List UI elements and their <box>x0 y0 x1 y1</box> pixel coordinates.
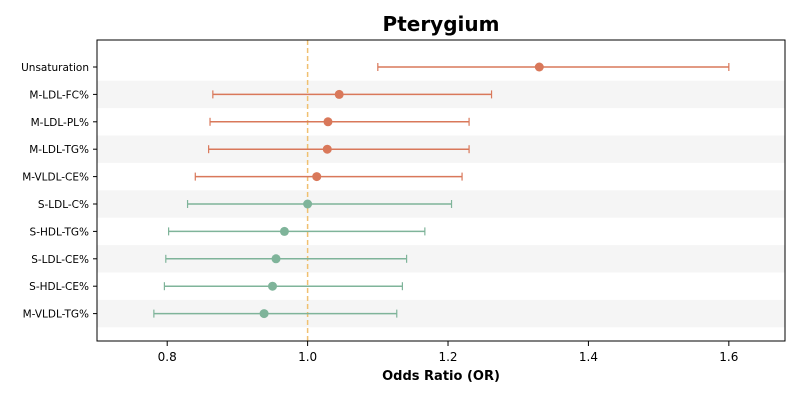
or-point <box>268 281 278 291</box>
y-tick-label: S-LDL-C% <box>38 199 89 211</box>
chart-title: Pterygium <box>383 12 500 36</box>
or-point <box>271 254 281 264</box>
x-tick-label: 0.8 <box>158 350 177 364</box>
or-point <box>303 199 313 209</box>
x-tick-label: 1.6 <box>719 350 738 364</box>
y-axis: Unsaturation M-LDL-FC% M-LDL-PL% M-LDL-TG% M… <box>21 62 97 321</box>
y-tick-label: S-HDL-TG% <box>30 226 89 238</box>
y-tick-label: M-VLDL-TG% <box>23 309 89 321</box>
or-point <box>279 226 289 236</box>
y-tick-label: M-VLDL-CE% <box>22 172 89 184</box>
or-point <box>534 62 544 72</box>
x-axis-label: Odds Ratio (OR) <box>382 369 500 384</box>
x-axis: 0.8 1.0 1.2 1.4 1.6 <box>158 341 738 364</box>
rows-group <box>153 62 730 319</box>
y-tick-label: S-LDL-CE% <box>31 254 89 266</box>
or-point <box>312 172 322 182</box>
x-tick-label: 1.0 <box>298 350 317 364</box>
y-tick-label: M-LDL-TG% <box>29 144 89 156</box>
plot-frame <box>96 39 786 342</box>
or-point <box>334 89 344 99</box>
y-tick-label: Unsaturation <box>21 62 89 74</box>
y-tick-label: S-HDL-CE% <box>29 281 89 293</box>
or-point <box>322 144 332 154</box>
or-point <box>259 309 269 319</box>
y-tick-label: M-LDL-FC% <box>29 89 89 101</box>
or-point <box>323 117 333 127</box>
x-tick-label: 1.4 <box>579 350 598 364</box>
x-tick-label: 1.2 <box>438 350 457 364</box>
y-tick-label: M-LDL-PL% <box>31 117 89 129</box>
